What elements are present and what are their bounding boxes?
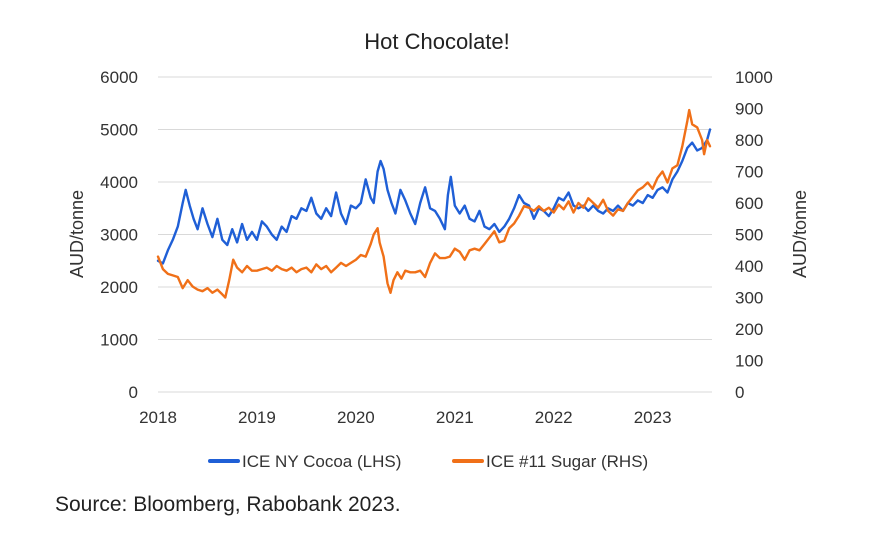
right-y-tick-label: 200 bbox=[735, 320, 763, 339]
left-y-tick-label: 6000 bbox=[100, 68, 138, 87]
legend: ICE NY Cocoa (LHS) ICE #11 Sugar (RHS) bbox=[208, 452, 648, 471]
x-tick-label: 2020 bbox=[337, 408, 375, 427]
left-y-tick-label: 0 bbox=[129, 383, 138, 402]
chart-title: Hot Chocolate! bbox=[364, 29, 510, 54]
right-y-tick-label: 0 bbox=[735, 383, 744, 402]
x-tick-label: 2019 bbox=[238, 408, 276, 427]
right-y-tick-label: 400 bbox=[735, 257, 763, 276]
left-y-tick-label: 2000 bbox=[100, 278, 138, 297]
right-y-tick-label: 800 bbox=[735, 131, 763, 150]
x-axis-ticks: 2018 2019 2020 2021 2022 2023 bbox=[139, 408, 671, 427]
right-y-tick-label: 100 bbox=[735, 352, 763, 371]
x-tick-label: 2022 bbox=[535, 408, 573, 427]
right-y-tick-label: 300 bbox=[735, 289, 763, 308]
right-y-tick-label: 500 bbox=[735, 226, 763, 245]
series-line-cocoa bbox=[156, 128, 712, 265]
legend-label-cocoa: ICE NY Cocoa (LHS) bbox=[242, 452, 401, 471]
left-y-tick-label: 3000 bbox=[100, 226, 138, 245]
right-y-tick-label: 600 bbox=[735, 194, 763, 213]
x-tick-label: 2023 bbox=[634, 408, 672, 427]
left-y-axis-ticks: 0 1000 2000 3000 4000 5000 6000 bbox=[100, 68, 138, 402]
x-tick-label: 2021 bbox=[436, 408, 474, 427]
right-y-axis-label: AUD/tonne bbox=[790, 190, 810, 278]
left-y-tick-label: 4000 bbox=[100, 173, 138, 192]
right-y-tick-label: 1000 bbox=[735, 68, 773, 87]
x-tick-label: 2018 bbox=[139, 408, 177, 427]
right-y-axis-ticks: 0 100 200 300 400 500 600 700 800 900 1000 bbox=[735, 68, 773, 402]
left-y-tick-label: 5000 bbox=[100, 121, 138, 140]
series-line-sugar bbox=[156, 108, 712, 299]
left-y-axis-label: AUD/tonne bbox=[67, 190, 87, 278]
right-y-tick-label: 900 bbox=[735, 100, 763, 119]
right-y-tick-label: 700 bbox=[735, 163, 763, 182]
gridlines bbox=[158, 76, 712, 393]
series-lines bbox=[156, 108, 712, 299]
left-y-tick-label: 1000 bbox=[100, 331, 138, 350]
source-note: Source: Bloomberg, Rabobank 2023. bbox=[55, 493, 401, 516]
legend-label-sugar: ICE #11 Sugar (RHS) bbox=[486, 452, 648, 471]
